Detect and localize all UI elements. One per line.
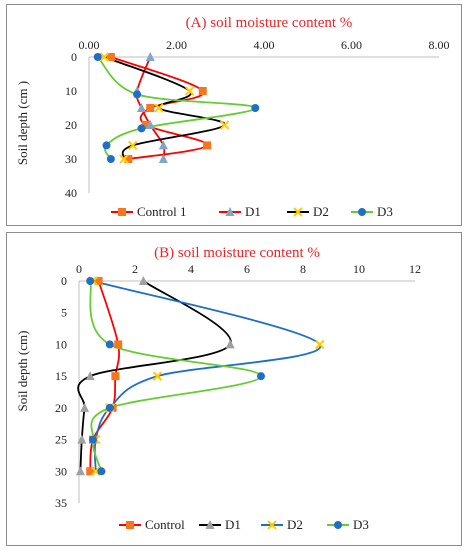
data-point-2 (225, 339, 235, 349)
y-tick-label: 10 (55, 337, 67, 351)
y-tick-label: 25 (55, 433, 67, 447)
data-point-3 (119, 154, 129, 164)
legend-marker (225, 207, 235, 216)
legend-label: D3 (353, 517, 369, 532)
series-line-1 (110, 56, 209, 160)
y-tick-label: 30 (65, 152, 77, 166)
data-point-3 (152, 371, 163, 381)
y-tick-label: 0 (61, 274, 67, 288)
panel-a: (A) soil moisture content % Soil depth (… (6, 4, 462, 226)
data-point-4 (257, 372, 265, 381)
x-tick-label: 10 (353, 262, 365, 276)
data-point-3 (184, 86, 195, 96)
data-point-1 (203, 141, 212, 150)
data-point-2 (138, 276, 148, 285)
chart-b: (B) soil moisture content % Soil depth (… (15, 245, 421, 532)
data-point-4 (97, 467, 106, 476)
legend-marker (118, 208, 126, 216)
legend-marker (358, 208, 366, 216)
data-point-2 (75, 466, 85, 476)
x-tick-label: 6.00 (341, 38, 362, 52)
data-point-1 (106, 53, 115, 61)
data-point-4 (105, 340, 114, 349)
data-point-2 (85, 371, 95, 381)
legend-label: Control 1 (137, 204, 186, 219)
y-tick-label: 10 (65, 84, 77, 98)
data-point-1 (111, 372, 120, 381)
chart-b-title: (B) soil moisture content % (154, 245, 320, 261)
data-point-2 (80, 402, 90, 412)
legend-label: Control (145, 517, 185, 532)
y-tick-label: 15 (55, 369, 67, 383)
x-tick-label: 2.00 (166, 38, 187, 52)
data-point-1 (198, 87, 207, 95)
data-point-1 (146, 104, 155, 112)
data-point-4 (251, 104, 260, 112)
data-point-4 (86, 277, 95, 285)
data-point-2 (158, 154, 168, 163)
x-tick-label: 6 (244, 262, 250, 276)
data-point-2 (145, 120, 155, 129)
data-point-3 (219, 120, 230, 130)
chart-b-plot: 0 2 4 6 8 10 12 0 5 10 15 20 25 30 35 Control D1 D2 D3 (55, 262, 421, 532)
y-tick-label: 20 (55, 401, 67, 415)
chart-a-ylabel: Soil depth (cm ) (15, 81, 30, 165)
data-point-4 (133, 90, 142, 99)
y-tick-label: 35 (55, 496, 67, 510)
chart-a-title: (A) soil moisture content % (186, 15, 353, 31)
chart-b-ylabel: Soil depth (cm) (15, 331, 30, 412)
legend-marker (293, 207, 303, 217)
legend-marker (205, 520, 215, 529)
x-tick-label: 0.00 (79, 38, 100, 52)
data-point-1 (86, 467, 95, 476)
data-point-1 (114, 340, 123, 349)
data-point-1 (124, 155, 133, 163)
x-tick-label: 2 (132, 262, 138, 276)
chart-a-plot: 0.00 2.00 4.00 6.00 8.00 0 10 20 30 40 Control 1 D1… (65, 38, 450, 219)
y-tick-label: 40 (65, 186, 77, 200)
chart-a: (A) soil moisture content % Soil depth (… (15, 15, 450, 219)
series-line-3 (92, 280, 321, 472)
data-point-4 (93, 53, 102, 61)
data-point-2 (137, 103, 146, 112)
legend-label: D2 (313, 204, 329, 219)
data-point-4 (105, 403, 114, 412)
legend-label: D3 (377, 204, 393, 219)
y-tick-label: 0 (71, 50, 77, 64)
legend-marker (267, 520, 277, 530)
panel-b: (B) soil moisture content % Soil depth (… (6, 232, 462, 546)
data-point-1 (141, 121, 150, 129)
y-tick-label: 30 (55, 464, 67, 478)
data-point-3 (315, 339, 325, 350)
x-tick-label: 8.00 (429, 38, 450, 52)
legend-label: D1 (245, 204, 261, 219)
series-line-4 (97, 56, 257, 160)
data-point-3 (99, 52, 110, 62)
x-tick-label: 4 (188, 262, 194, 276)
data-point-4 (137, 124, 146, 133)
data-point-3 (128, 140, 138, 151)
x-tick-label: 8 (300, 262, 306, 276)
data-point-2 (158, 140, 168, 150)
legend-marker (334, 521, 342, 529)
legend-marker (126, 521, 134, 529)
legend-label: D2 (287, 517, 303, 532)
data-point-1 (94, 277, 103, 285)
data-point-2 (145, 52, 155, 61)
data-point-4 (102, 141, 111, 150)
y-tick-label: 20 (65, 118, 77, 132)
data-point-2 (77, 434, 87, 444)
legend-label: D1 (225, 517, 241, 532)
data-point-4 (106, 155, 115, 163)
x-tick-label: 12 (409, 262, 421, 276)
x-tick-label: 0 (76, 262, 82, 276)
y-tick-label: 5 (61, 306, 67, 320)
data-point-4 (89, 435, 97, 444)
data-point-3 (154, 103, 164, 113)
x-tick-label: 4.00 (254, 38, 275, 52)
